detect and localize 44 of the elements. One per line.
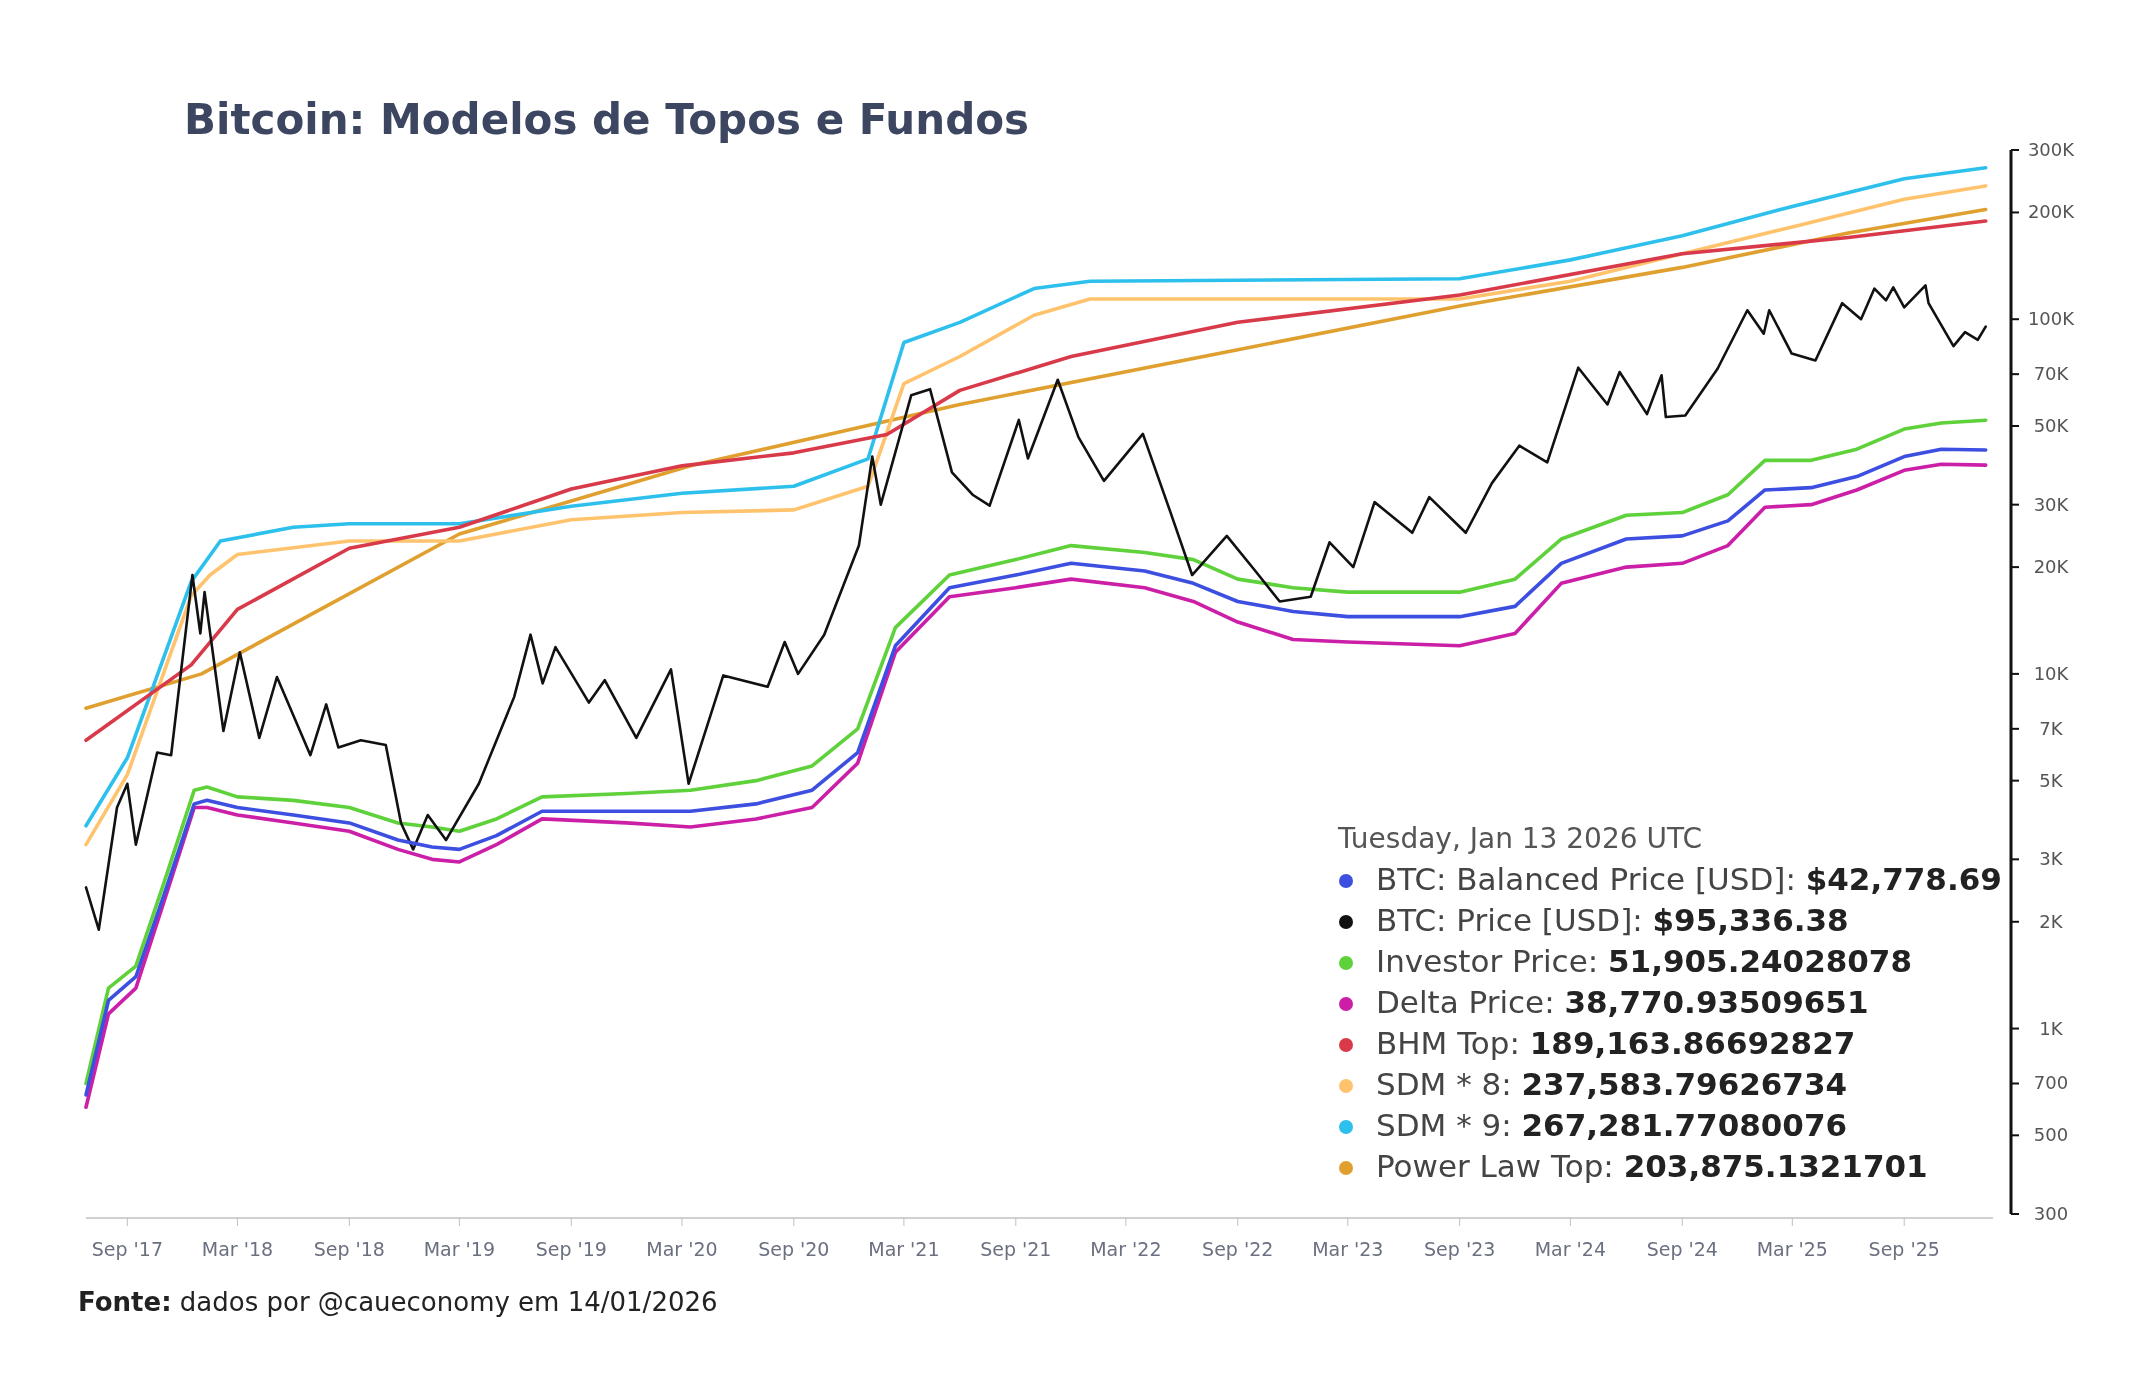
legend-label: BHM Top: 189,163.86692827 [1376, 1025, 1856, 1061]
x-tick-label: Mar '19 [423, 1238, 496, 1260]
source-note: Fonte: dados por @caueconomy em 14/01/2026 [78, 1287, 718, 1317]
y-tick-label: 700 [2033, 1072, 2069, 1094]
y-tick-label: 30K [2033, 493, 2070, 515]
chart-title: Bitcoin: Modelos de Topos e Fundos [184, 95, 1030, 144]
x-tick-label: Mar '23 [1312, 1238, 1384, 1260]
y-tick-label: 200K [2027, 201, 2076, 223]
x-tick-label: Sep '24 [1646, 1238, 1718, 1260]
x-tick-label: Sep '22 [1202, 1238, 1274, 1260]
x-tick-label: Mar '20 [646, 1238, 718, 1260]
y-tick-label: 20K [2033, 556, 2070, 578]
x-tick-label: Sep '21 [980, 1238, 1052, 1260]
legend-label: Delta Price: 38,770.93509651 [1376, 984, 1869, 1020]
legend-label: Power Law Top: 203,875.1321701 [1376, 1148, 1928, 1184]
legend-label: BTC: Balanced Price [USD]: $42,778.69 [1376, 861, 2002, 897]
x-tick-label: Sep '23 [1424, 1238, 1496, 1260]
y-tick-label: 7K [2039, 717, 2064, 739]
x-tick-label: Mar '25 [1756, 1238, 1828, 1260]
x-tick-label: Sep '19 [535, 1238, 607, 1260]
x-tick-label: Mar '22 [1090, 1238, 1162, 1260]
y-tick-label: 70K [2033, 363, 2070, 385]
y-tick-label: 5K [2039, 769, 2064, 791]
x-tick-label: Sep '17 [91, 1238, 163, 1260]
y-tick-label: 1K [2039, 1017, 2064, 1039]
legend-label: SDM * 8: 237,583.79626734 [1376, 1066, 1848, 1102]
x-tick-label: Sep '25 [1868, 1238, 1940, 1260]
x-tick-label: Sep '20 [758, 1238, 830, 1260]
y-tick-label: 50K [2033, 414, 2070, 436]
y-tick-label: 3K [2039, 848, 2064, 870]
y-tick-label: 500 [2033, 1124, 2069, 1146]
legend-label: SDM * 9: 267,281.77080076 [1376, 1107, 1848, 1143]
x-tick-label: Mar '18 [201, 1238, 274, 1260]
x-tick-label: Sep '18 [313, 1238, 385, 1260]
y-tick-label: 10K [2033, 662, 2070, 684]
y-tick-label: 100K [2027, 308, 2076, 330]
legend-label: Investor Price: 51,905.24028078 [1376, 943, 1912, 979]
y-tick-label: 300 [2033, 1203, 2069, 1224]
y-tick-label: 300K [2027, 139, 2076, 160]
x-tick-label: Mar '24 [1534, 1238, 1607, 1260]
y-tick-label: 2K [2039, 910, 2064, 932]
x-tick-label: Mar '21 [868, 1238, 940, 1260]
legend-label: BTC: Price [USD]: $95,336.38 [1376, 902, 1849, 938]
legend-title: Tuesday, Jan 13 2026 UTC [1337, 822, 1702, 855]
